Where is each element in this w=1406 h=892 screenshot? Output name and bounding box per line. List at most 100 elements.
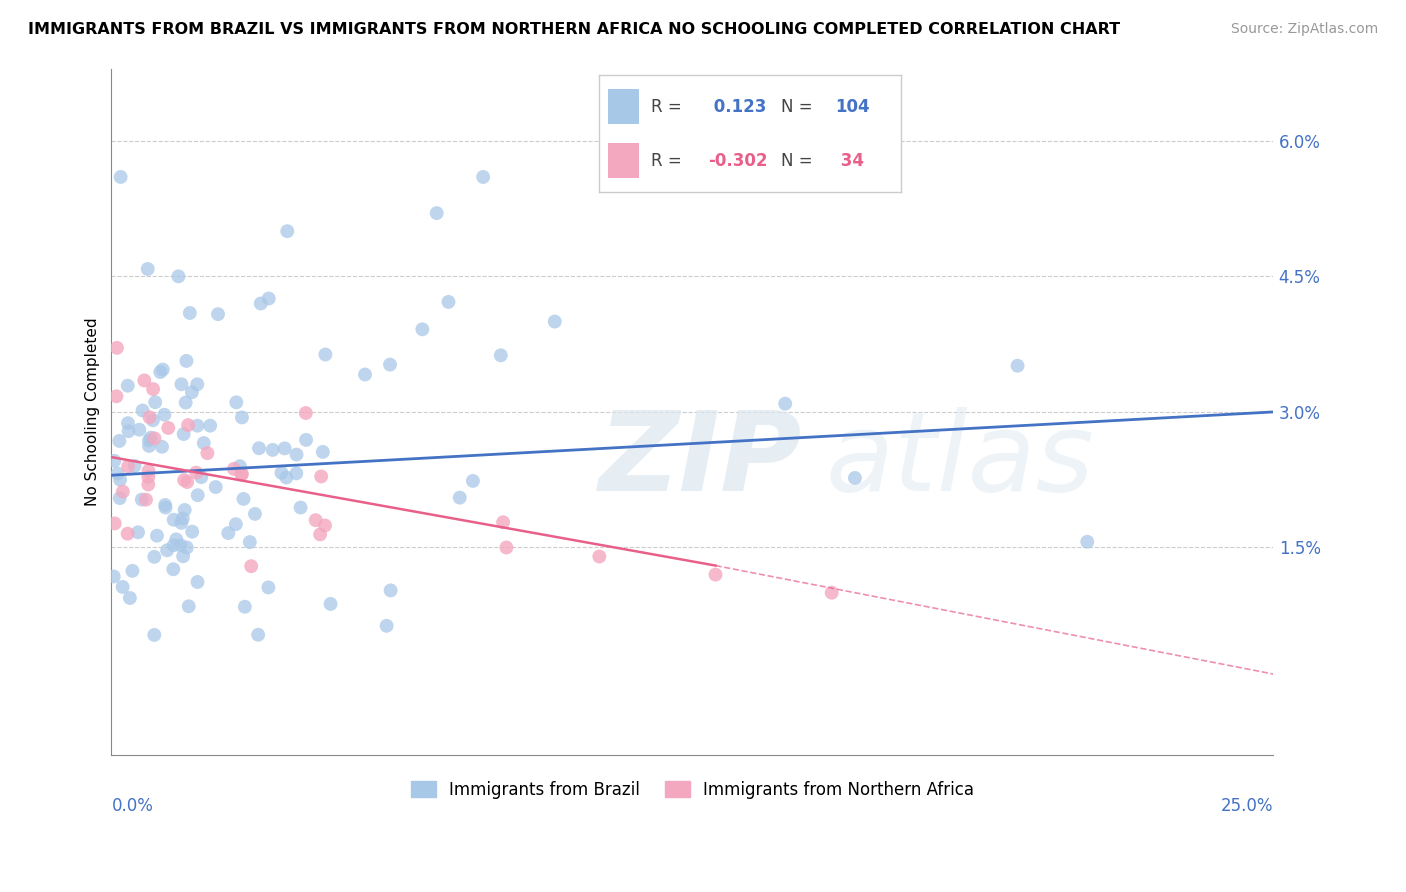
Point — [1076, 534, 1098, 549]
Point — [135, 492, 157, 507]
Point — [186, 377, 208, 392]
Point — [225, 395, 247, 409]
Point — [704, 567, 727, 582]
Point — [111, 580, 134, 594]
Point — [121, 564, 143, 578]
Point — [172, 549, 194, 564]
Point — [176, 541, 198, 555]
Point — [117, 378, 139, 392]
Point — [174, 395, 197, 409]
Point — [240, 559, 263, 574]
Point — [143, 395, 166, 409]
Point — [305, 513, 328, 527]
Point — [217, 526, 239, 541]
Point — [247, 628, 270, 642]
Point — [186, 574, 208, 589]
Point — [153, 408, 176, 422]
Point — [177, 599, 200, 614]
Point — [103, 569, 125, 583]
Legend: Immigrants from Brazil, Immigrants from Northern Africa: Immigrants from Brazil, Immigrants from … — [404, 774, 981, 805]
Point — [138, 439, 160, 453]
Point — [142, 382, 165, 396]
Point — [170, 516, 193, 530]
Point — [173, 427, 195, 442]
Point — [138, 470, 160, 484]
Point — [231, 467, 253, 481]
Point — [180, 385, 202, 400]
Point — [157, 421, 180, 435]
Point — [118, 591, 141, 605]
Point — [138, 434, 160, 448]
Point — [134, 373, 156, 387]
Point — [108, 491, 131, 505]
Text: 0.0%: 0.0% — [111, 797, 153, 814]
Point — [139, 431, 162, 445]
Point — [190, 470, 212, 484]
Point — [262, 442, 284, 457]
Point — [290, 500, 312, 515]
Point — [142, 413, 165, 427]
Point — [172, 511, 194, 525]
Point — [163, 538, 186, 552]
Point — [312, 445, 335, 459]
Point — [270, 466, 292, 480]
Point — [411, 322, 433, 336]
Point — [155, 500, 177, 515]
Point — [461, 474, 484, 488]
Point — [314, 518, 336, 533]
Point — [309, 527, 332, 541]
Point — [103, 454, 125, 468]
Point — [844, 471, 866, 485]
Point — [117, 424, 139, 438]
Text: 25.0%: 25.0% — [1220, 797, 1274, 814]
Point — [378, 358, 401, 372]
Point — [163, 513, 186, 527]
Point — [177, 418, 200, 433]
Point — [187, 488, 209, 502]
Point — [149, 365, 172, 379]
Point — [117, 459, 139, 474]
Point — [146, 529, 169, 543]
Point — [128, 423, 150, 437]
Point — [105, 341, 128, 355]
Point — [173, 473, 195, 487]
Point — [150, 440, 173, 454]
Point — [138, 464, 160, 478]
Point — [273, 442, 295, 456]
Point — [108, 434, 131, 448]
Point — [105, 389, 128, 403]
Point — [276, 470, 298, 484]
Point — [156, 543, 179, 558]
Point — [285, 467, 308, 481]
Point — [319, 597, 342, 611]
Point — [314, 347, 336, 361]
Point — [426, 206, 449, 220]
Point — [380, 583, 402, 598]
Point — [198, 418, 221, 433]
Point — [162, 562, 184, 576]
Text: atlas: atlas — [825, 407, 1094, 514]
Point — [285, 448, 308, 462]
Point — [375, 619, 398, 633]
Point — [257, 292, 280, 306]
Text: IMMIGRANTS FROM BRAZIL VS IMMIGRANTS FROM NORTHERN AFRICA NO SCHOOLING COMPLETED: IMMIGRANTS FROM BRAZIL VS IMMIGRANTS FRO… — [28, 22, 1121, 37]
Point — [138, 410, 160, 425]
Point — [544, 314, 567, 328]
Point — [111, 484, 134, 499]
Point — [309, 469, 332, 483]
Point — [489, 348, 512, 362]
Point — [239, 535, 262, 549]
Point — [169, 538, 191, 552]
Point — [204, 480, 226, 494]
Point — [117, 526, 139, 541]
Point — [207, 307, 229, 321]
Point — [107, 467, 129, 481]
Point — [181, 524, 204, 539]
Point — [1007, 359, 1029, 373]
Point — [127, 525, 149, 540]
Point — [131, 492, 153, 507]
Text: ZIP: ZIP — [599, 407, 803, 514]
Point — [231, 467, 253, 482]
Point — [152, 362, 174, 376]
Point — [472, 169, 495, 184]
